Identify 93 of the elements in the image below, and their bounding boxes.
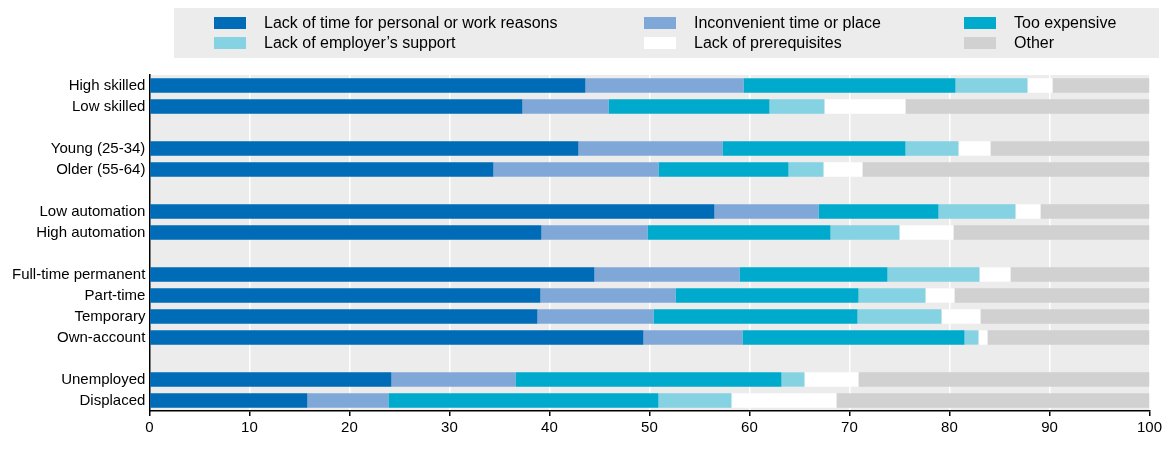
bar: [788, 162, 824, 177]
bar: [647, 225, 831, 240]
bar: [1052, 78, 1150, 93]
bar: [979, 267, 1011, 282]
x-tick-label: 70: [841, 418, 858, 436]
y-tick-label: Unemployed: [61, 369, 146, 387]
bar: [964, 330, 979, 345]
bar: [905, 141, 959, 156]
bar: [150, 372, 392, 387]
y-tick-label: Displaced: [79, 390, 146, 408]
y-tick-label: Temporary: [74, 306, 146, 324]
bar: [150, 309, 538, 324]
bar: [150, 78, 586, 93]
bar: [150, 141, 579, 156]
y-tick-label: Older (55-64): [56, 159, 146, 177]
bar: [307, 393, 389, 408]
x-tick-label: 80: [941, 418, 958, 436]
y-tick-label: Young (25-34): [50, 138, 146, 156]
x-tick-label: 100: [1136, 418, 1162, 436]
bar: [675, 288, 859, 303]
bar: [578, 141, 723, 156]
legend-label: Lack of employer’s support: [264, 34, 456, 52]
bar: [858, 288, 926, 303]
y-tick-label: Full-time permanent: [11, 264, 147, 282]
x-tick-label: 60: [741, 418, 758, 436]
bar: [987, 330, 1150, 345]
bar: [938, 204, 1016, 219]
x-tick-label: 0: [145, 418, 154, 436]
bar: [643, 330, 743, 345]
bar: [150, 162, 494, 177]
bar: [978, 330, 988, 345]
bar: [955, 78, 1028, 93]
y-tick-label: Own-account: [57, 327, 147, 345]
bar: [905, 99, 1150, 114]
y-tick-label: High automation: [36, 222, 146, 240]
bar: [388, 393, 659, 408]
bar: [862, 162, 1150, 177]
bar: [743, 78, 956, 93]
bar: [990, 141, 1150, 156]
bar: [1015, 204, 1041, 219]
bar: [858, 372, 1150, 387]
y-tick-label: Low automation: [39, 201, 146, 219]
bar: [836, 393, 1150, 408]
bar: [150, 288, 541, 303]
bar: [739, 267, 888, 282]
bar: [818, 204, 939, 219]
bar: [515, 372, 782, 387]
bar: [887, 267, 980, 282]
x-tick-label: 30: [441, 418, 458, 436]
y-tick-label: High skilled: [68, 75, 146, 93]
bar: [594, 267, 740, 282]
x-tick-label: 50: [641, 418, 658, 436]
bar: [830, 225, 900, 240]
bar: [1010, 267, 1150, 282]
y-tick-label: Part-time: [84, 285, 146, 303]
bar: [150, 393, 308, 408]
bar: [742, 330, 965, 345]
y-tick-label: Low skilled: [72, 96, 146, 114]
bar: [980, 309, 1150, 324]
bar: [585, 78, 744, 93]
bar: [722, 141, 906, 156]
bar: [781, 372, 805, 387]
x-tick-label: 90: [1041, 418, 1058, 436]
bar: [658, 162, 789, 177]
bar: [954, 288, 1150, 303]
bar: [150, 267, 595, 282]
bar: [537, 309, 654, 324]
bar: [391, 372, 516, 387]
bar: [150, 99, 523, 114]
bar: [540, 288, 676, 303]
x-tick-label: 10: [241, 418, 258, 436]
bar: [522, 99, 609, 114]
bar: [1040, 204, 1150, 219]
x-tick-label: 20: [341, 418, 358, 436]
bar: [958, 141, 991, 156]
bar: [714, 204, 819, 219]
legend-label: Too expensive: [1014, 14, 1117, 32]
bar: [608, 99, 770, 114]
legend-label: Lack of prerequisites: [694, 34, 842, 52]
bar: [150, 225, 542, 240]
bar: [653, 309, 858, 324]
bar: [769, 99, 825, 114]
legend-label: Inconvenient time or place: [694, 14, 881, 32]
bar: [953, 225, 1150, 240]
bar: [541, 225, 648, 240]
bar: [150, 330, 644, 345]
legend-label: Lack of time for personal or work reasons: [264, 14, 558, 32]
bar: [493, 162, 659, 177]
bar: [658, 393, 732, 408]
x-tick-label: 40: [541, 418, 558, 436]
bar: [857, 309, 942, 324]
bar: [150, 204, 715, 219]
legend-label: Other: [1014, 34, 1055, 52]
